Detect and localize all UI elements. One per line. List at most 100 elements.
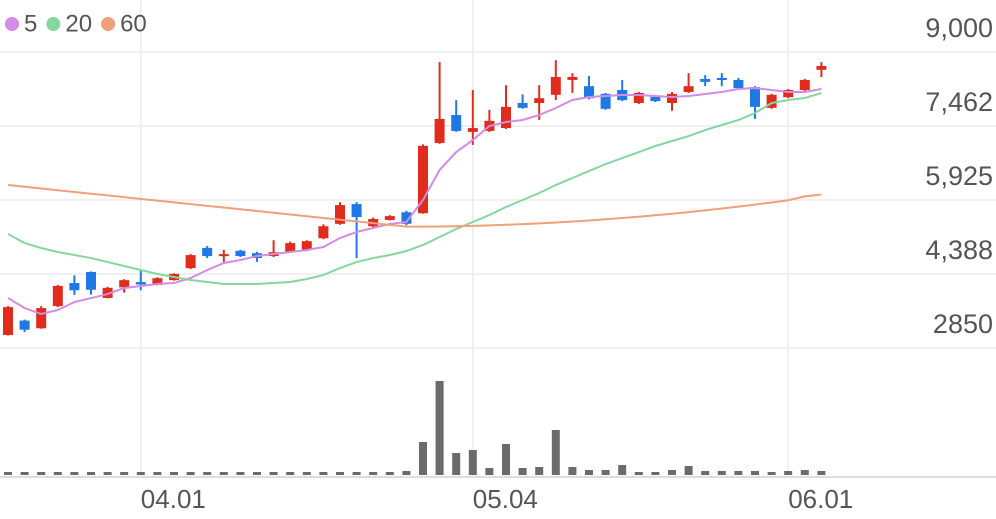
candle-body xyxy=(550,77,561,95)
candle-body xyxy=(534,98,545,104)
volume-bar xyxy=(186,472,195,475)
volume-bar xyxy=(701,471,710,475)
volume-bar xyxy=(170,472,178,475)
volume-bar xyxy=(468,450,477,475)
volume-bar xyxy=(37,472,46,475)
volume-bar xyxy=(87,472,95,475)
y-tick-label: 5,925 xyxy=(925,161,993,191)
candle-body xyxy=(600,93,611,109)
candle-body xyxy=(285,243,296,253)
candle-body xyxy=(633,92,644,104)
volume-bar xyxy=(70,472,79,475)
y-tick-label: 2850 xyxy=(933,309,993,339)
legend-label: 5 xyxy=(24,10,37,37)
volume-bar xyxy=(302,472,311,475)
candle-body xyxy=(700,78,711,82)
candle-body xyxy=(69,283,80,291)
candle-body xyxy=(86,271,96,290)
candle-body xyxy=(683,86,694,92)
volume-bar xyxy=(651,472,660,475)
legend-marker xyxy=(101,17,116,31)
candle-body xyxy=(799,79,810,91)
candle-body xyxy=(351,204,362,218)
candle-body xyxy=(384,216,395,220)
candle-body xyxy=(467,128,478,132)
volume-bar xyxy=(452,453,461,475)
volume-bar xyxy=(684,466,693,475)
candle-body xyxy=(119,280,130,288)
volume-bar xyxy=(518,468,527,475)
volume-bar xyxy=(717,471,726,475)
volume-bar xyxy=(336,472,344,475)
volume-bar xyxy=(551,430,560,475)
candle-body xyxy=(401,212,412,224)
volume-bar xyxy=(800,470,809,475)
volume-bar xyxy=(767,472,776,475)
volume-bar xyxy=(634,472,643,475)
volume-bar xyxy=(817,471,826,475)
y-tick-label: 7,462 xyxy=(925,87,993,117)
y-tick-label: 4,388 xyxy=(925,235,993,265)
volume-bar xyxy=(253,472,261,475)
x-tick-label: 06.01 xyxy=(788,484,853,514)
candle-body xyxy=(52,285,63,307)
candle-body xyxy=(19,320,30,330)
candle-body xyxy=(816,65,827,70)
moving-average-line xyxy=(7,86,822,316)
candle-body xyxy=(152,278,163,285)
candle-body xyxy=(318,226,329,239)
volume-bar xyxy=(419,442,427,475)
volume-bar xyxy=(286,472,295,475)
y-tick-label: 9,000 xyxy=(925,13,993,43)
candle-body xyxy=(202,247,213,257)
candle-body xyxy=(102,287,113,298)
volume-bar xyxy=(568,467,577,475)
legend-marker xyxy=(46,17,61,31)
volume-bar xyxy=(601,470,610,475)
candle-body xyxy=(783,90,794,98)
volume-bar xyxy=(53,472,62,475)
x-tick-label: 05.04 xyxy=(473,484,538,514)
volume-bar xyxy=(269,472,278,475)
candle-body xyxy=(335,205,345,224)
volume-bar xyxy=(153,472,162,475)
volume-bar xyxy=(435,381,444,475)
candle-body xyxy=(650,96,661,102)
volume-bar xyxy=(535,467,544,475)
legend-label: 60 xyxy=(120,10,147,37)
volume-bar xyxy=(385,472,394,475)
candle-body xyxy=(434,118,445,143)
candle-body xyxy=(667,93,677,104)
legend-marker xyxy=(5,17,19,31)
volume-bar xyxy=(136,472,145,475)
volume-bar xyxy=(120,472,129,475)
volume-bar xyxy=(784,471,793,475)
candle-body xyxy=(584,86,594,99)
moving-average-line xyxy=(7,184,822,228)
volume-bar xyxy=(319,472,328,475)
volume-bar xyxy=(20,472,29,475)
candle-body xyxy=(733,79,744,89)
volume-bar xyxy=(734,471,743,475)
volume-bar xyxy=(4,472,12,475)
candle-body xyxy=(716,77,727,80)
candle-body xyxy=(451,115,462,131)
volume-bar xyxy=(618,465,627,475)
candle-body xyxy=(218,254,229,257)
volume-bar xyxy=(369,472,378,475)
volume-bar xyxy=(103,472,112,475)
candle-body xyxy=(135,282,146,285)
volume-bar xyxy=(502,444,510,475)
candle-body xyxy=(567,77,578,80)
volume-bar xyxy=(485,468,494,475)
volume-bar xyxy=(751,471,759,475)
volume-bar xyxy=(402,471,411,475)
legend-label: 20 xyxy=(65,10,92,37)
candle-body xyxy=(517,103,528,108)
candle-body xyxy=(766,94,777,108)
candle-body xyxy=(3,307,13,336)
candle-body xyxy=(301,241,312,250)
volume-bar xyxy=(203,472,212,475)
moving-average-line xyxy=(7,92,822,286)
